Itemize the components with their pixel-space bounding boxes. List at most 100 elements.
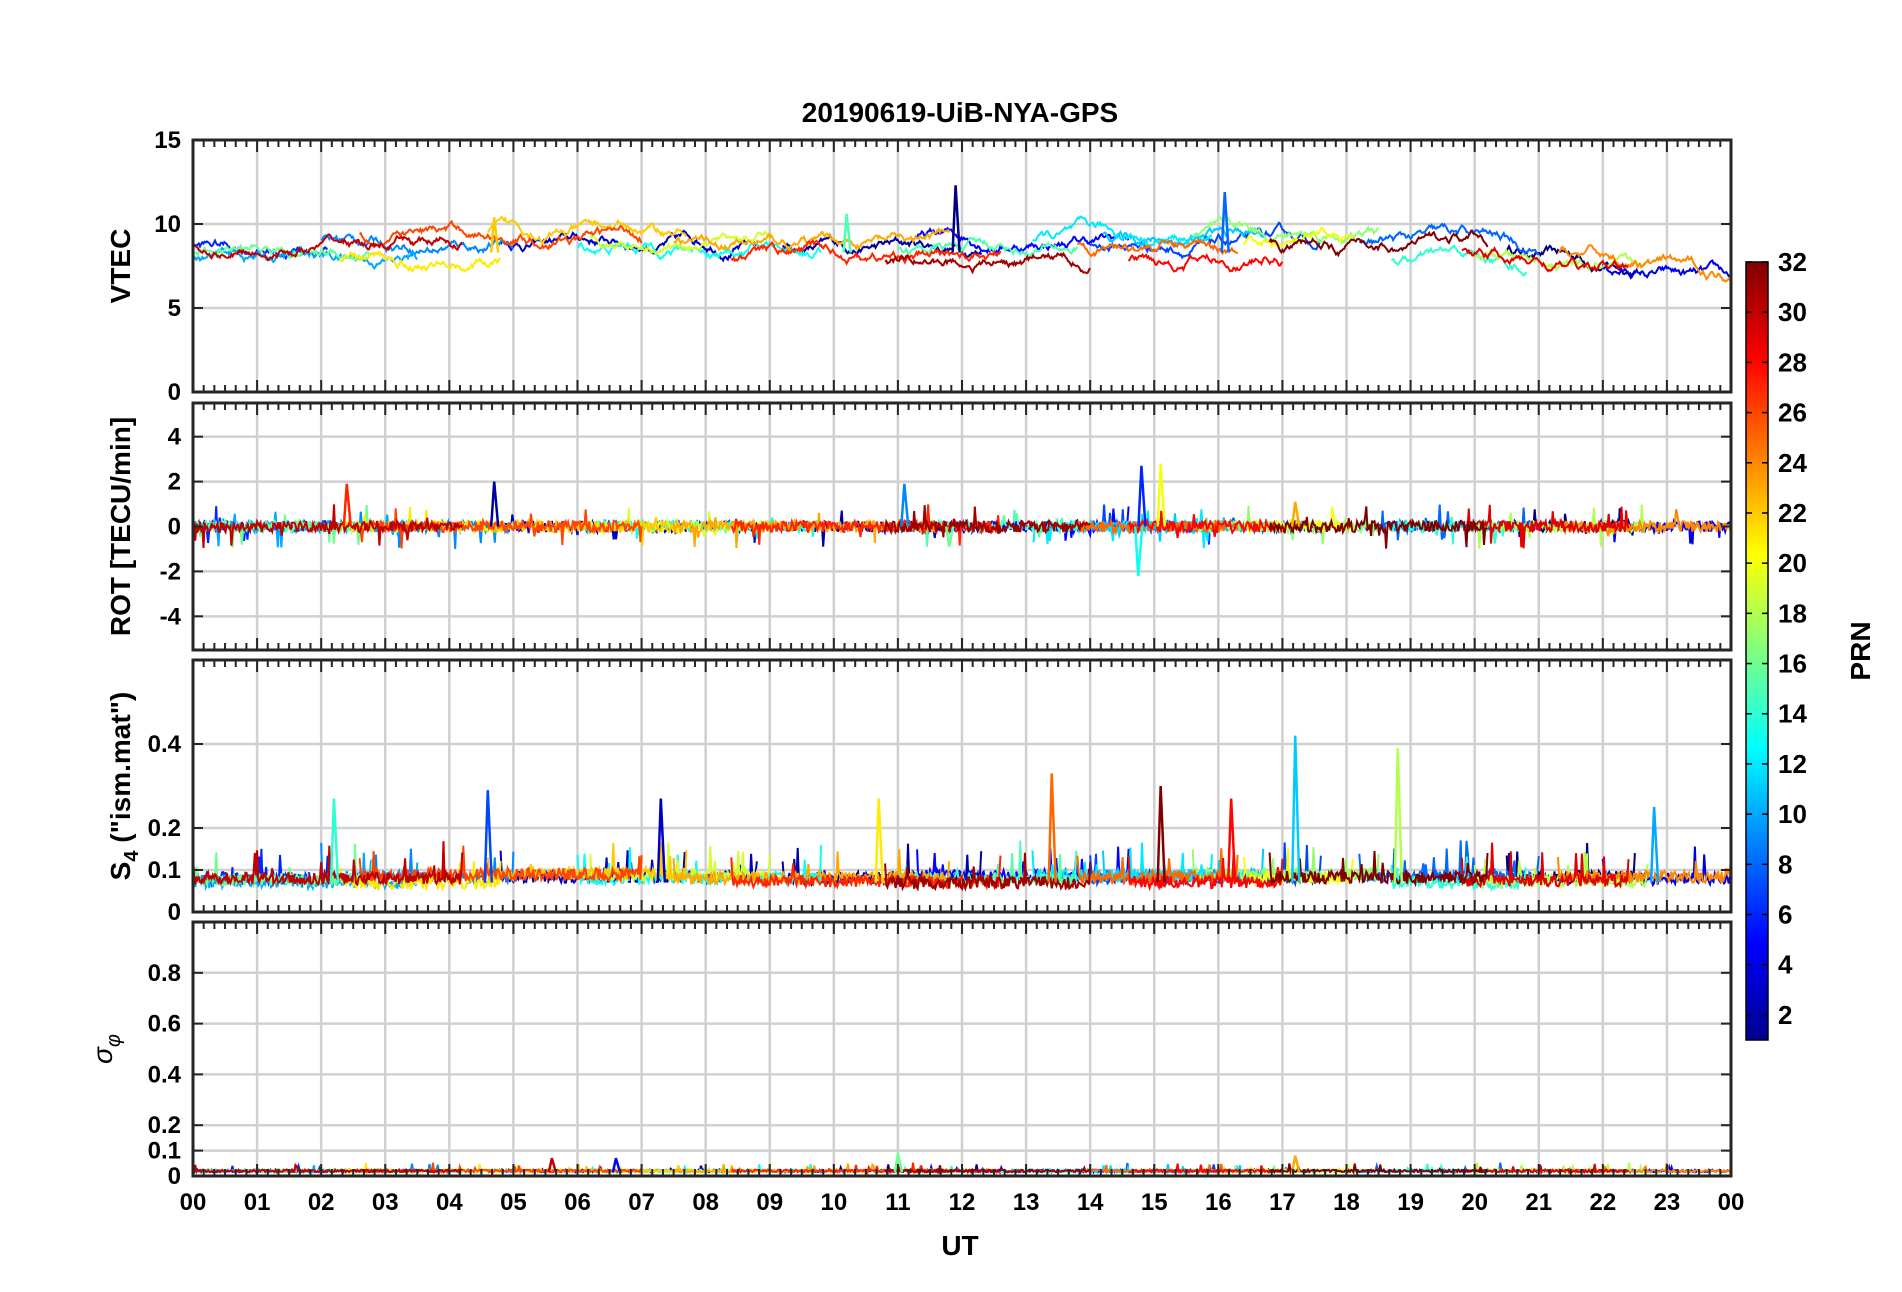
y-tick-label: 0: [168, 514, 181, 541]
panel-vtec: 0 5 10 15 VTEC: [105, 127, 1733, 406]
colorbar-tick-label: 26: [1778, 398, 1807, 428]
x-tick-label: 11: [885, 1189, 910, 1216]
colorbar-tick-label: 10: [1778, 799, 1807, 829]
x-tick-label: 15: [1141, 1189, 1168, 1216]
x-tick-label: 21: [1525, 1189, 1552, 1216]
y-tick-label: 0.4: [148, 1061, 182, 1088]
series-spike: [1047, 773, 1057, 883]
x-tick-label: 00: [180, 1189, 207, 1216]
series-prn-29: [1461, 1163, 1630, 1175]
y-axis-label-sigma: σφ: [87, 1034, 125, 1064]
series-spike: [874, 798, 884, 883]
series-prn-13: [576, 240, 822, 261]
x-tick-label: 05: [500, 1189, 527, 1216]
panel-rot: -4 -2 0 2 4 ROT [TECU/min]: [105, 401, 1733, 652]
x-tick-label: 08: [692, 1189, 719, 1216]
series-prn-30: [193, 233, 464, 262]
series-spike: [1226, 798, 1237, 883]
colorbar-tick-label: 16: [1778, 649, 1807, 679]
y-tick-label: 0: [168, 1163, 181, 1190]
series-spike: [1393, 748, 1404, 883]
series-prn-32: [1268, 229, 1489, 258]
x-tick-label: 20: [1461, 1189, 1488, 1216]
series-prn-2: [781, 233, 983, 258]
series-group: [193, 463, 1731, 577]
series-spike: [1649, 806, 1660, 883]
series-spike: [842, 213, 852, 253]
series-prn-23: [673, 226, 951, 253]
x-tick-label: 00: [1718, 1189, 1745, 1216]
series-spike: [951, 185, 961, 253]
colorbar-tick-label: 30: [1778, 297, 1807, 327]
x-tick-label: 10: [820, 1189, 847, 1216]
y-tick-label: 0.2: [148, 815, 181, 842]
colorbar-gradient: [1745, 261, 1769, 1041]
series-prn-26: [358, 219, 643, 251]
colorbar-tick-label: 18: [1778, 598, 1807, 628]
series-prn-9: [320, 233, 514, 258]
y-tick-label: 2: [168, 469, 181, 496]
colorbar-tick-label: 20: [1778, 548, 1807, 578]
series-prn-20: [1243, 226, 1354, 249]
series-prn-29: [1461, 504, 1630, 549]
series-prn-30: [193, 841, 464, 888]
series-prn-25: [1076, 517, 1239, 537]
series-prn-12: [1032, 215, 1212, 249]
series-prn-22: [486, 215, 688, 247]
x-tick-label: 04: [436, 1189, 463, 1216]
x-tick-label: 06: [564, 1189, 591, 1216]
series-spike: [1137, 465, 1147, 527]
x-tick-label: 22: [1589, 1189, 1616, 1216]
x-tick-label: 23: [1654, 1189, 1681, 1216]
y-tick-label: 4: [168, 424, 182, 451]
series-prn-31: [884, 251, 1091, 275]
x-tick-label: 07: [628, 1189, 655, 1216]
y-tick-label: 0.6: [148, 1011, 181, 1038]
y-tick-label: 0.8: [148, 960, 181, 987]
series-spike: [944, 526, 955, 547]
series-spike: [1156, 785, 1166, 883]
series-prn-28: [1127, 854, 1284, 892]
series-spike: [656, 798, 667, 883]
colorbar-tick-label: 32: [1778, 247, 1807, 277]
x-tick-label: 14: [1077, 1189, 1104, 1216]
colorbar-tick-label: 14: [1778, 699, 1807, 729]
series-prn-21: [339, 249, 501, 273]
series-prn-29: [1461, 246, 1629, 273]
series-spike: [1156, 463, 1166, 527]
x-tick-label: 16: [1205, 1189, 1232, 1216]
x-tick-labels: 00 01 02 03 04 05 06 07 08 09 10 11 12 13 14 15 16 17 18 19…: [180, 1189, 1745, 1216]
y-tick-label: -4: [160, 603, 182, 630]
series-prn-31: [884, 505, 1091, 538]
series-prn-24: [1557, 852, 1731, 887]
x-tick-label: 09: [756, 1189, 783, 1216]
series-spike: [489, 481, 500, 527]
series-prn-32: [1268, 506, 1488, 549]
series-spike: [329, 798, 340, 883]
colorbar-tick-label: 6: [1778, 900, 1792, 930]
series-spike: [1290, 501, 1301, 527]
y-tick-label: 0: [168, 379, 181, 406]
colorbar-tick-label: 22: [1778, 498, 1807, 528]
series-group: [193, 185, 1731, 283]
y-axis-label-main: σ: [87, 1046, 118, 1064]
series-spike: [489, 217, 500, 253]
series-prn-25: [1076, 237, 1239, 258]
series-prn-26: [358, 508, 643, 549]
colorbar-tick-label: 12: [1778, 749, 1807, 779]
series-spike: [611, 1157, 622, 1173]
y-axis-label-rest: ("ism.mat"): [105, 692, 136, 851]
series-prn-4: [1602, 259, 1731, 280]
series-prn-28: [1127, 510, 1284, 539]
x-tick-label: 02: [308, 1189, 335, 1216]
colorbar-label: PRN: [1845, 621, 1876, 680]
y-axis-label-s4: S4 ("ism.mat"): [105, 692, 143, 881]
x-tick-label: 01: [244, 1189, 271, 1216]
panel-s4: 00.10.20.4S4 ("ism.mat"): [105, 658, 1733, 926]
series-spike: [1290, 735, 1301, 883]
y-tick-label: -2: [160, 558, 181, 585]
panel-sigma: 00.10.2 0.4 0.6 0.8 σφ: [87, 920, 1733, 1190]
